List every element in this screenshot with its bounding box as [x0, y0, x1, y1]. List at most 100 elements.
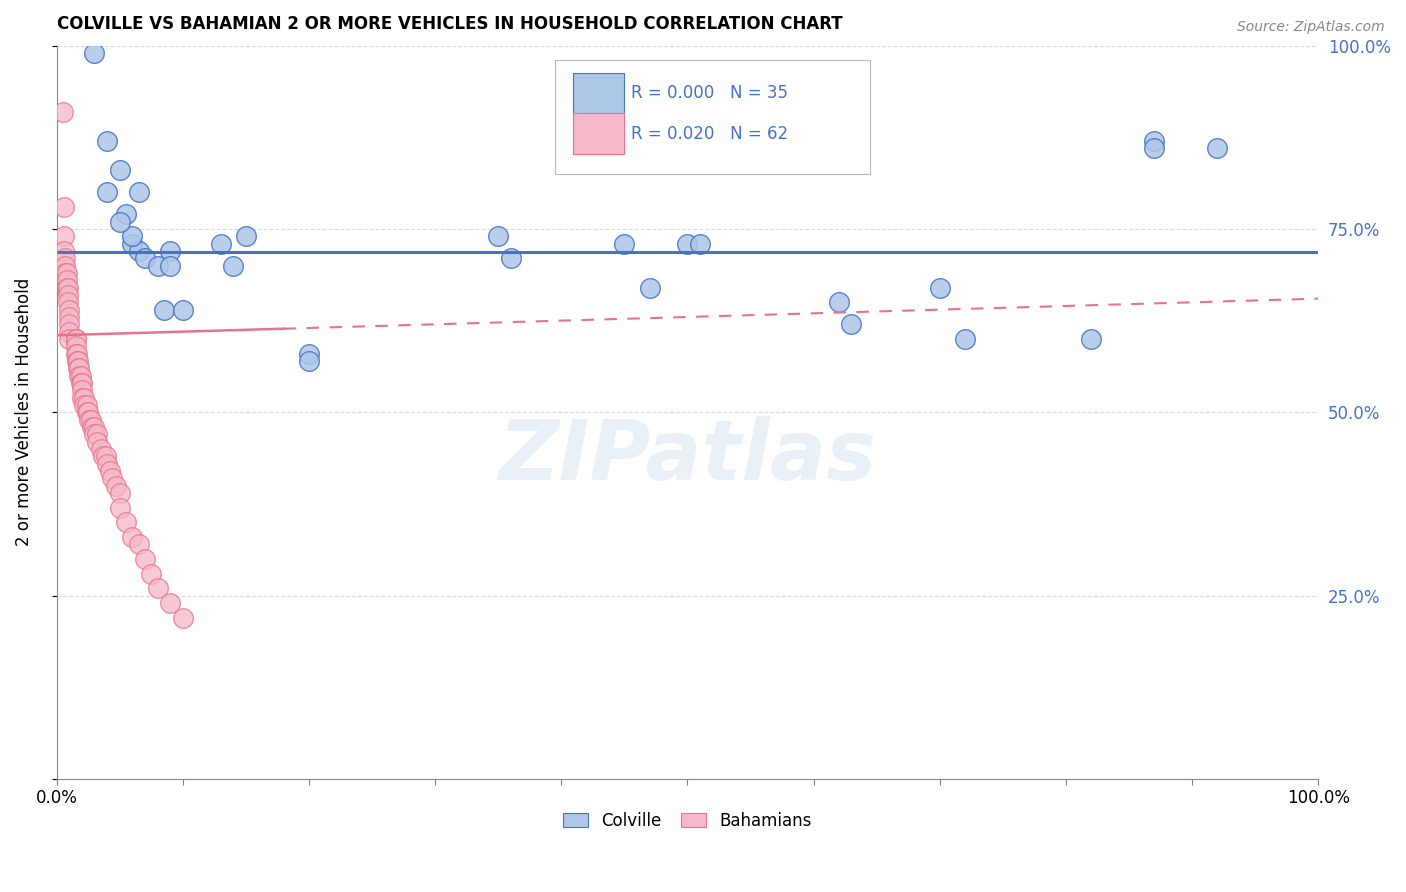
- Point: [65, 332, 87, 346]
- Point: [80, 420, 103, 434]
- Point: [52, 104, 75, 119]
- Point: [83, 45, 105, 60]
- Point: [828, 295, 851, 310]
- Point: [56, 295, 79, 310]
- Point: [70, 391, 93, 405]
- FancyBboxPatch shape: [555, 61, 870, 174]
- Point: [65, 332, 87, 346]
- Point: [67, 361, 90, 376]
- Point: [115, 516, 138, 530]
- Point: [108, 500, 131, 515]
- Point: [128, 244, 150, 258]
- Point: [298, 354, 321, 368]
- Point: [91, 450, 114, 464]
- Point: [58, 332, 80, 346]
- Point: [90, 442, 112, 456]
- Point: [53, 229, 76, 244]
- Point: [67, 368, 90, 383]
- Point: [70, 384, 93, 398]
- Point: [638, 280, 661, 294]
- Text: R = 0.000   N = 35: R = 0.000 N = 35: [631, 85, 787, 103]
- Point: [209, 236, 232, 251]
- Point: [66, 346, 89, 360]
- Point: [55, 280, 77, 294]
- Point: [55, 252, 77, 266]
- Point: [98, 464, 121, 478]
- Point: [67, 361, 90, 376]
- Point: [53, 200, 76, 214]
- Point: [146, 581, 169, 595]
- Point: [1206, 141, 1229, 155]
- Point: [76, 398, 98, 412]
- Point: [76, 405, 98, 419]
- Point: [56, 280, 79, 294]
- Point: [841, 318, 863, 332]
- Point: [146, 259, 169, 273]
- Point: [83, 420, 105, 434]
- Point: [172, 302, 194, 317]
- Point: [58, 325, 80, 339]
- Point: [55, 266, 77, 280]
- Text: R = 0.020   N = 62: R = 0.020 N = 62: [631, 125, 787, 143]
- Point: [96, 457, 118, 471]
- Point: [172, 610, 194, 624]
- Point: [159, 259, 181, 273]
- FancyBboxPatch shape: [572, 113, 624, 154]
- Y-axis label: 2 or more Vehicles in Household: 2 or more Vehicles in Household: [15, 278, 32, 547]
- Point: [134, 252, 156, 266]
- Point: [141, 566, 163, 581]
- FancyBboxPatch shape: [572, 73, 624, 114]
- Point: [55, 266, 77, 280]
- Point: [134, 552, 156, 566]
- Point: [121, 229, 143, 244]
- Point: [55, 273, 77, 287]
- Point: [676, 236, 699, 251]
- Point: [108, 486, 131, 500]
- Text: Source: ZipAtlas.com: Source: ZipAtlas.com: [1237, 20, 1385, 34]
- Point: [486, 229, 509, 244]
- Point: [108, 214, 131, 228]
- Point: [83, 427, 105, 442]
- Text: ZIPatlas: ZIPatlas: [499, 416, 876, 497]
- Point: [121, 236, 143, 251]
- Point: [128, 186, 150, 200]
- Legend: Colville, Bahamians: Colville, Bahamians: [557, 805, 818, 837]
- Point: [613, 236, 636, 251]
- Point: [101, 471, 124, 485]
- Point: [53, 244, 76, 258]
- Point: [96, 134, 118, 148]
- Point: [86, 434, 108, 449]
- Point: [67, 354, 90, 368]
- Point: [79, 412, 101, 426]
- Point: [65, 346, 87, 360]
- Point: [77, 405, 100, 419]
- Point: [94, 450, 117, 464]
- Point: [96, 186, 118, 200]
- Point: [55, 259, 77, 273]
- Point: [69, 376, 91, 390]
- Point: [69, 368, 91, 383]
- Point: [70, 376, 93, 390]
- Text: COLVILLE VS BAHAMIAN 2 OR MORE VEHICLES IN HOUSEHOLD CORRELATION CHART: COLVILLE VS BAHAMIAN 2 OR MORE VEHICLES …: [56, 15, 842, 33]
- Point: [159, 596, 181, 610]
- Point: [79, 412, 101, 426]
- Point: [115, 207, 138, 221]
- Point: [73, 398, 96, 412]
- Point: [159, 244, 181, 258]
- Point: [58, 310, 80, 324]
- Point: [58, 318, 80, 332]
- Point: [66, 354, 89, 368]
- Point: [65, 339, 87, 353]
- Point: [222, 259, 245, 273]
- Point: [58, 302, 80, 317]
- Point: [499, 252, 522, 266]
- Point: [1143, 134, 1166, 148]
- Point: [689, 236, 711, 251]
- Point: [73, 391, 96, 405]
- Point: [298, 346, 321, 360]
- Point: [1143, 141, 1166, 155]
- Point: [56, 288, 79, 302]
- Point: [108, 163, 131, 178]
- Point: [1080, 332, 1102, 346]
- Point: [128, 537, 150, 551]
